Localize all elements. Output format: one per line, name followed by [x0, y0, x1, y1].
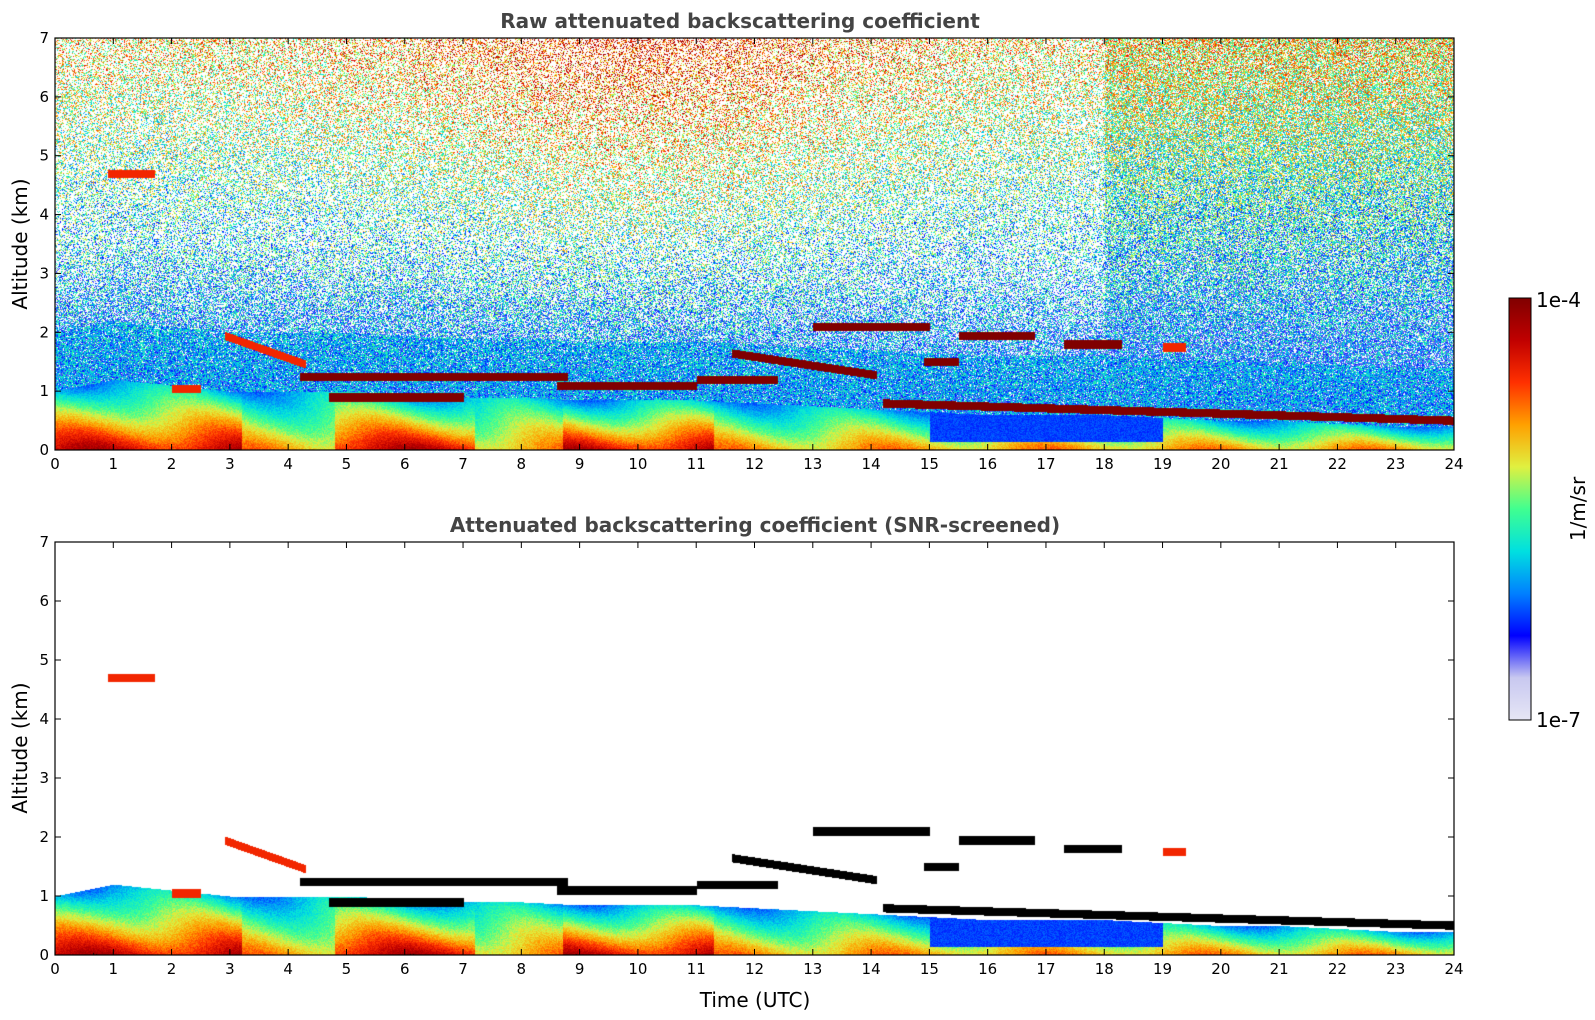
x-tick-label: 17 — [1036, 455, 1055, 473]
x-tick-label: 8 — [517, 960, 527, 978]
bottom-y-axis-label: Altitude (km) — [8, 682, 32, 813]
x-tick-label: 6 — [400, 455, 410, 473]
x-tick-label: 13 — [803, 455, 822, 473]
y-tick-label: 2 — [39, 828, 49, 846]
x-tick-label: 18 — [1095, 455, 1114, 473]
x-tick-label: 11 — [687, 455, 706, 473]
x-tick-label: 3 — [225, 455, 235, 473]
x-tick-label: 0 — [50, 455, 60, 473]
x-tick-label: 9 — [575, 455, 585, 473]
colorbar: 1e-4 1e-7 1/m/sr — [1508, 288, 1590, 732]
x-tick-label: 11 — [687, 960, 706, 978]
x-tick-label: 24 — [1444, 960, 1463, 978]
x-tick-label: 16 — [978, 960, 997, 978]
y-tick-label: 4 — [39, 710, 49, 728]
x-tick-label: 23 — [1386, 960, 1405, 978]
y-tick-label: 1 — [39, 382, 49, 400]
y-tick-label: 3 — [39, 264, 49, 282]
x-tick-label: 4 — [283, 455, 293, 473]
x-tick-label: 19 — [1153, 960, 1172, 978]
x-tick-label: 16 — [978, 455, 997, 473]
x-tick-label: 19 — [1153, 455, 1172, 473]
x-tick-label: 17 — [1036, 960, 1055, 978]
x-tick-label: 18 — [1095, 960, 1114, 978]
x-tick-label: 9 — [575, 960, 585, 978]
colorbar-unit-label: 1/m/sr — [1566, 476, 1590, 541]
x-tick-label: 3 — [225, 960, 235, 978]
top-panel-title: Raw attenuated backscattering coefficien… — [500, 9, 980, 33]
y-tick-label: 4 — [39, 206, 49, 224]
y-tick-label: 3 — [39, 769, 49, 787]
top-heatmap — [55, 38, 1454, 450]
x-tick-label: 22 — [1328, 960, 1347, 978]
x-tick-label: 20 — [1211, 455, 1230, 473]
y-tick-label: 5 — [39, 147, 49, 165]
top-panel: Raw attenuated backscattering coefficien… — [8, 9, 1464, 473]
x-tick-label: 1 — [109, 960, 119, 978]
x-tick-label: 1 — [109, 455, 119, 473]
top-y-axis-label: Altitude (km) — [8, 178, 32, 309]
x-tick-label: 15 — [920, 455, 939, 473]
bottom-panel-title: Attenuated backscattering coefficient (S… — [450, 513, 1060, 537]
top-y-axis: 0 1 2 3 4 5 6 7 — [39, 29, 1454, 459]
x-tick-label: 2 — [167, 960, 177, 978]
x-tick-label: 12 — [745, 960, 764, 978]
y-tick-label: 5 — [39, 651, 49, 669]
x-tick-label: 21 — [1270, 455, 1289, 473]
bottom-x-axis: 0 1 2 3 4 5 6 7 8 9 10 11 12 13 14 15 16 17 18 19 20 21 22 23 24 — [50, 542, 1464, 978]
x-tick-label: 13 — [803, 960, 822, 978]
x-tick-label: 20 — [1211, 960, 1230, 978]
x-tick-label: 12 — [745, 455, 764, 473]
x-tick-label: 14 — [862, 960, 881, 978]
x-tick-label: 22 — [1328, 455, 1347, 473]
x-tick-label: 8 — [517, 455, 527, 473]
y-tick-label: 2 — [39, 323, 49, 341]
x-tick-label: 15 — [920, 960, 939, 978]
x-tick-label: 6 — [400, 960, 410, 978]
bottom-heatmap — [55, 542, 1454, 955]
x-tick-label: 21 — [1270, 960, 1289, 978]
colorbar-min-label: 1e-7 — [1536, 708, 1581, 732]
y-tick-label: 7 — [39, 29, 49, 47]
y-tick-label: 0 — [39, 441, 49, 459]
bottom-y-axis: 0 1 2 3 4 5 6 7 — [39, 533, 1454, 964]
x-tick-label: 14 — [862, 455, 881, 473]
colorbar-max-label: 1e-4 — [1536, 288, 1581, 312]
y-tick-label: 7 — [39, 533, 49, 551]
x-tick-label: 5 — [342, 960, 352, 978]
x-tick-label: 2 — [167, 455, 177, 473]
top-x-axis: 0 1 2 3 4 5 6 7 8 9 10 11 12 13 14 15 16 17 18 19 20 21 22 23 24 — [50, 38, 1464, 473]
x-tick-label: 7 — [458, 960, 468, 978]
x-tick-label: 5 — [342, 455, 352, 473]
x-tick-label: 23 — [1386, 455, 1405, 473]
x-tick-label: 4 — [283, 960, 293, 978]
x-tick-label: 7 — [458, 455, 468, 473]
y-tick-label: 0 — [39, 946, 49, 964]
bottom-panel: Attenuated backscattering coefficient (S… — [8, 513, 1464, 1012]
y-tick-label: 1 — [39, 887, 49, 905]
x-tick-label: 0 — [50, 960, 60, 978]
y-tick-label: 6 — [39, 592, 49, 610]
y-tick-label: 6 — [39, 88, 49, 106]
x-tick-label: 10 — [628, 455, 647, 473]
x-tick-label: 24 — [1444, 455, 1463, 473]
x-axis-label: Time (UTC) — [699, 988, 811, 1012]
colorbar-gradient — [1508, 297, 1532, 721]
x-tick-label: 10 — [628, 960, 647, 978]
